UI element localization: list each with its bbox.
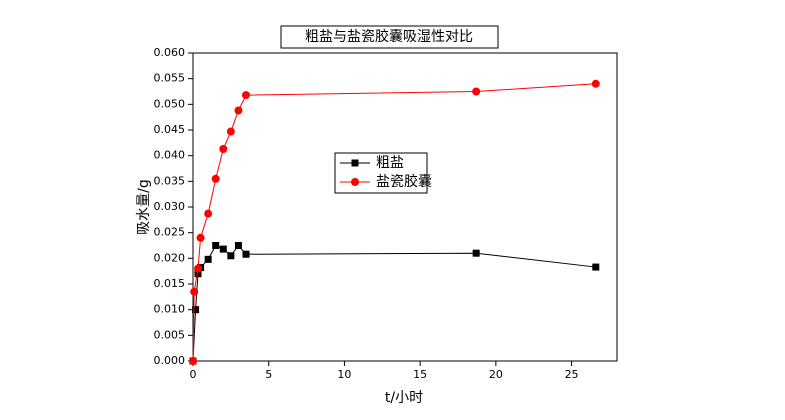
y-tick-label: 0.045 xyxy=(154,123,186,136)
series-line xyxy=(192,244,596,362)
title-box xyxy=(280,25,499,49)
x-axis-label: t/小时 xyxy=(385,390,423,406)
y-tick-label: 0.040 xyxy=(154,149,186,162)
marker xyxy=(212,242,220,249)
marker xyxy=(351,178,359,186)
marker xyxy=(227,252,235,260)
y-tick-label: 0.055 xyxy=(154,72,186,85)
x-tick-label: 20 xyxy=(489,368,503,381)
series-line xyxy=(192,83,596,362)
marker xyxy=(204,255,212,263)
marker xyxy=(592,263,600,271)
marker xyxy=(234,242,242,249)
marker xyxy=(242,91,250,100)
y-tick-label: 0.025 xyxy=(154,226,186,239)
marker xyxy=(234,106,243,115)
marker xyxy=(193,264,202,273)
y-tick-label: 0.060 xyxy=(154,46,186,59)
marker xyxy=(226,127,235,136)
marker xyxy=(219,245,227,253)
legend-box xyxy=(334,152,428,194)
y-tick-label: 0.010 xyxy=(154,303,186,316)
chart-title: 粗盐与盐瓷胶囊吸湿性对比 xyxy=(305,28,473,45)
plot-frame xyxy=(192,52,618,362)
x-tick-label: 0 xyxy=(190,368,197,381)
y-tick-label: 0.020 xyxy=(154,251,186,264)
legend-text: 盐瓷胶囊 xyxy=(376,173,432,190)
x-tick-label: 15 xyxy=(413,368,427,381)
y-tick-label: 0.005 xyxy=(154,328,186,341)
y-tick-label: 0.000 xyxy=(154,354,186,367)
marker xyxy=(192,306,200,314)
marker xyxy=(472,87,481,96)
marker xyxy=(351,159,359,167)
x-tick-label: 10 xyxy=(337,368,351,381)
marker xyxy=(219,144,228,153)
marker xyxy=(242,250,250,258)
marker xyxy=(189,357,197,365)
y-tick-label: 0.035 xyxy=(154,174,186,187)
x-tick-label: 5 xyxy=(265,368,272,381)
y-tick-label: 0.050 xyxy=(154,97,186,110)
marker xyxy=(190,287,199,296)
marker xyxy=(472,249,480,257)
x-tick-label: 25 xyxy=(565,368,579,381)
marker xyxy=(211,174,220,183)
y-tick-label: 0.015 xyxy=(154,277,186,290)
marker xyxy=(591,79,600,88)
y-tick-label: 0.030 xyxy=(154,200,186,213)
y-axis-label: 吸水量/g xyxy=(136,179,152,235)
marker xyxy=(196,233,205,242)
marker xyxy=(204,209,213,218)
legend-text: 粗盐 xyxy=(376,155,404,171)
marker xyxy=(194,270,202,278)
